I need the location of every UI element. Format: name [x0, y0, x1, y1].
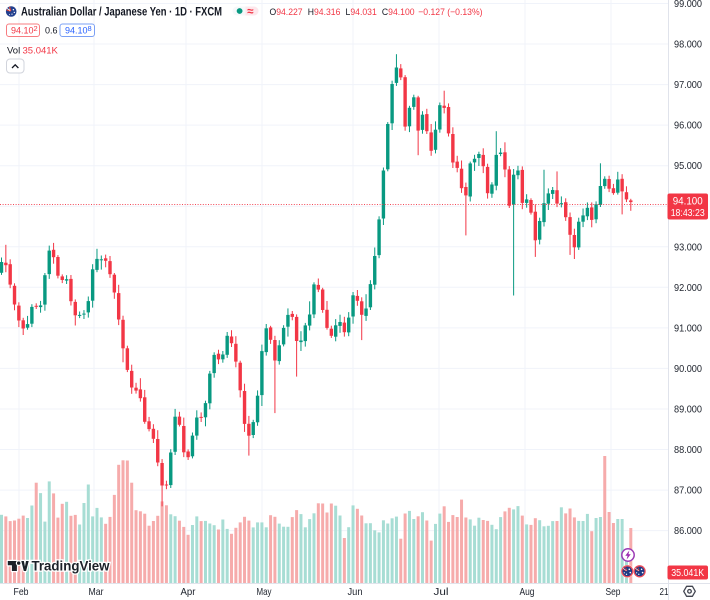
svg-text:93.000: 93.000 [674, 242, 702, 253]
svg-text:91.000: 91.000 [674, 323, 702, 334]
svg-text:94.100: 94.100 [673, 196, 703, 208]
svg-text:Feb: Feb [14, 586, 29, 598]
svg-text:87.000: 87.000 [674, 486, 702, 497]
svg-text:≈: ≈ [247, 6, 254, 18]
svg-text:Apr: Apr [181, 586, 196, 598]
svg-text:O94.227 H94.316 L94.031 C94.10: O94.227 H94.316 L94.031 C94.100 −0.127 (−… [270, 7, 483, 17]
svg-text:94.102: 94.102 [11, 24, 38, 36]
svg-text:Sep: Sep [606, 586, 621, 598]
svg-text:89.000: 89.000 [674, 405, 702, 416]
svg-text:Vol: Vol [7, 46, 20, 57]
svg-text:99.000: 99.000 [674, 0, 702, 10]
svg-text:86.000: 86.000 [674, 526, 702, 537]
svg-text:May: May [257, 586, 273, 598]
svg-text:18:43:23: 18:43:23 [671, 208, 705, 219]
svg-text:35.041K: 35.041K [671, 568, 704, 579]
svg-text:0.6: 0.6 [45, 26, 58, 36]
svg-text:96.000: 96.000 [674, 121, 702, 132]
svg-text:94.108: 94.108 [65, 24, 92, 36]
svg-text:88.000: 88.000 [674, 445, 702, 456]
svg-text:35.041K: 35.041K [23, 46, 59, 57]
svg-text:97.000: 97.000 [674, 80, 702, 91]
svg-text:95.000: 95.000 [674, 161, 702, 172]
svg-text:Jun: Jun [348, 586, 363, 598]
svg-text:92.000: 92.000 [674, 283, 702, 294]
svg-text:Mar: Mar [89, 586, 104, 598]
svg-text:90.000: 90.000 [674, 364, 702, 375]
svg-text:TradingView: TradingView [32, 558, 110, 573]
svg-text:Australian Dollar / Japanese Y: Australian Dollar / Japanese Yen · 1D · … [21, 5, 222, 19]
svg-text:98.000: 98.000 [674, 40, 702, 51]
svg-text:Jul: Jul [434, 586, 449, 598]
svg-text:21: 21 [660, 586, 669, 598]
svg-text:Aug: Aug [520, 586, 535, 598]
